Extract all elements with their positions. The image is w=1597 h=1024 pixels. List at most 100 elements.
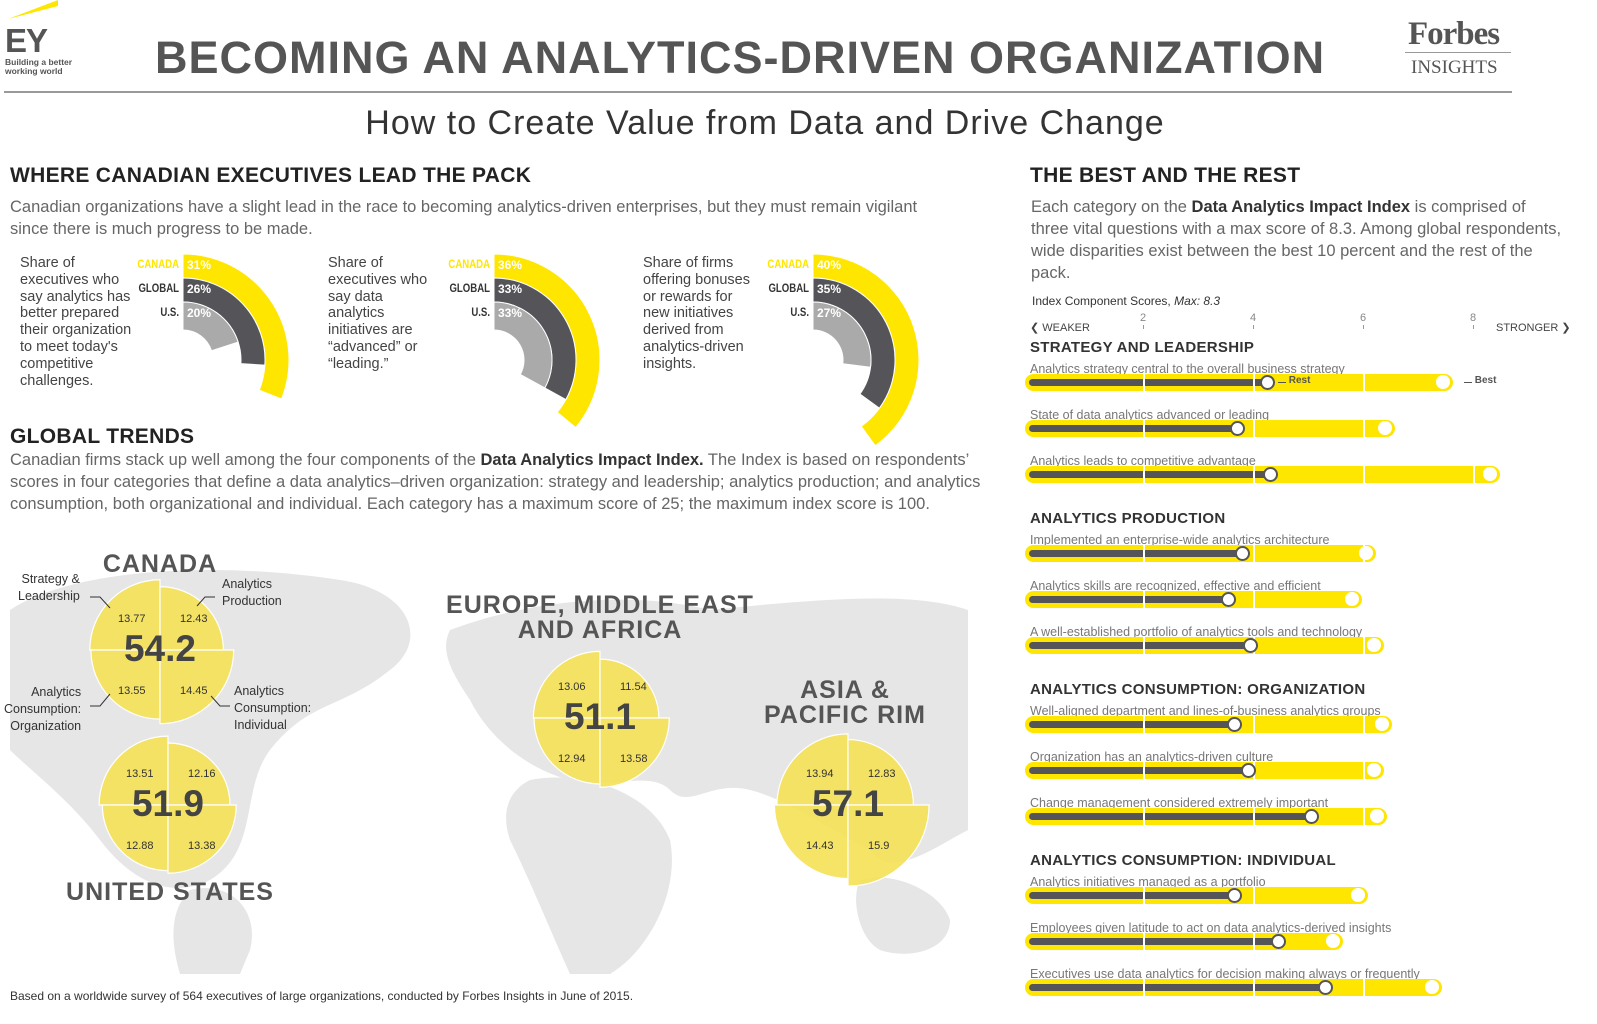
ring-category-label: U.S. <box>790 305 809 319</box>
grid-line <box>1143 420 1145 437</box>
grid-line <box>1363 637 1365 654</box>
grid-line <box>1363 808 1365 825</box>
bar-row-label: Change management considered extremely i… <box>1030 796 1329 810</box>
grid-line <box>1143 466 1145 483</box>
rest-bar <box>1029 425 1237 432</box>
grid-line <box>1143 716 1145 733</box>
grid-line <box>1253 420 1255 437</box>
ring-arc-us <box>812 301 872 368</box>
grid-line <box>1363 374 1365 391</box>
callout-organization: Analytics Consumption: Organization <box>4 685 82 733</box>
quadrant-value: 13.77 <box>118 613 146 625</box>
ey-tagline: Building a better working world <box>5 58 72 76</box>
ring-category-label: U.S. <box>471 305 490 319</box>
ring-category-label: CANADA <box>137 257 179 271</box>
rest-bar <box>1029 984 1325 991</box>
forbes-divider <box>1405 52 1511 53</box>
polar-quadrant <box>847 738 915 806</box>
quadrant-value: 15.9 <box>868 840 890 852</box>
best-text-b: is comprised of three vital questions wi… <box>1031 198 1562 282</box>
rest-marker <box>1270 934 1286 949</box>
rest-marker <box>1243 638 1259 653</box>
forbes-logo: Forbes <box>1408 16 1500 52</box>
polar-quadrant <box>167 742 231 806</box>
polar-chart <box>98 735 237 874</box>
bar-row-label: State of data analytics advanced or lead… <box>1030 408 1270 422</box>
best-marker <box>1482 467 1497 481</box>
ring-value-label: 27% <box>817 306 842 320</box>
ring-chart-description: Share of executives who say analytics ha… <box>20 255 132 389</box>
callout-individual: Analytics Consumption: Individual <box>234 684 312 732</box>
ey-tagline-line: working world <box>5 66 63 76</box>
ring-chart <box>812 253 920 447</box>
x-tick-label: 4 <box>1249 312 1257 324</box>
polar-quadrant <box>533 717 601 785</box>
region-total: 51.9 <box>131 783 204 824</box>
bar-row-label: A well-established portfolio of analytic… <box>1030 625 1363 639</box>
rest-marker <box>1240 763 1256 778</box>
stronger-text: STRONGER <box>1496 322 1559 334</box>
x-tick-label: 2 <box>1139 312 1147 324</box>
quadrant-value: 13.58 <box>620 753 648 765</box>
polar-quadrant <box>159 649 235 725</box>
polar-quadrant <box>89 579 161 651</box>
grid-line <box>1143 545 1145 562</box>
grid-line <box>1363 420 1365 437</box>
grid-line <box>1253 933 1255 950</box>
region-name: ASIA & PACIFIC RIM <box>764 676 926 729</box>
scale-caption-max: Max: 8.3 <box>1174 294 1221 308</box>
region-name: UNITED STATES <box>66 878 274 906</box>
trends-text-a: Canadian firms stack up well among the f… <box>10 451 481 469</box>
grid-line <box>1253 466 1255 483</box>
ey-logo: EY <box>5 22 48 59</box>
forbes-insights: INSIGHTS <box>1411 57 1498 78</box>
polar-quadrant <box>776 733 849 806</box>
ring-chart <box>493 253 601 429</box>
quadrant-value: 13.55 <box>118 685 146 697</box>
scale-caption-label: Index Component Scores, <box>1032 294 1175 308</box>
callout-production: Analytics Production <box>222 577 282 608</box>
bar-section-title: STRATEGY AND LEADERSHIP <box>1030 339 1255 356</box>
callout-strategy: Strategy & Leadership <box>18 572 80 603</box>
polar-quadrant <box>101 804 169 872</box>
trends-text-b: The Index is based on respondents’ score… <box>10 451 981 513</box>
best-marker <box>1378 421 1392 435</box>
ring-value-label: 26% <box>187 282 212 296</box>
ring-category-label: U.S. <box>160 305 179 319</box>
polar-quadrant <box>599 717 670 788</box>
weaker-text: WEAKER <box>1042 322 1090 334</box>
ey-beam-logo <box>8 0 58 19</box>
quadrant-value: 13.51 <box>126 768 154 780</box>
rest-marker <box>1235 546 1250 561</box>
grid-line <box>1363 466 1365 483</box>
ring-value-label: 35% <box>817 282 842 296</box>
region-total: 51.1 <box>563 696 636 737</box>
rest-marker <box>1317 980 1333 995</box>
ring-value-label: 36% <box>498 258 523 272</box>
rest-marker <box>1221 592 1237 607</box>
grid-line <box>1143 762 1145 779</box>
rest-bar <box>1029 379 1267 386</box>
ring-value-label: 33% <box>498 306 523 320</box>
polar-quadrant <box>773 804 849 880</box>
rest-bar <box>1029 813 1311 820</box>
grid-line <box>1473 466 1475 483</box>
ring-category-label: CANADA <box>767 257 809 271</box>
page-title: BECOMING AN ANALYTICS-DRIVEN ORGANIZATIO… <box>155 32 1326 83</box>
ring-arc-us <box>493 301 553 389</box>
grid-line <box>1253 808 1255 825</box>
rest-bar <box>1029 550 1242 557</box>
scale-caption: Index Component Scores, Max: 8.3 <box>1032 294 1220 308</box>
rest-bar <box>1029 721 1234 728</box>
grid-line <box>1143 808 1145 825</box>
x-tick-mark <box>1253 325 1254 329</box>
bar-row-label: Executives use data analytics for decisi… <box>1030 967 1420 981</box>
ey-tagline-line: Building a better <box>5 57 73 67</box>
quadrant-value: 12.83 <box>868 768 896 780</box>
rest-bar <box>1029 642 1251 649</box>
divider <box>4 91 1512 93</box>
grid-line <box>1143 637 1145 654</box>
polar-chart <box>532 650 670 788</box>
bar-row-label: Employees given latitude to act on data … <box>1030 921 1392 935</box>
section-title-lead: WHERE CANADIAN EXECUTIVES LEAD THE PACK <box>10 164 532 187</box>
